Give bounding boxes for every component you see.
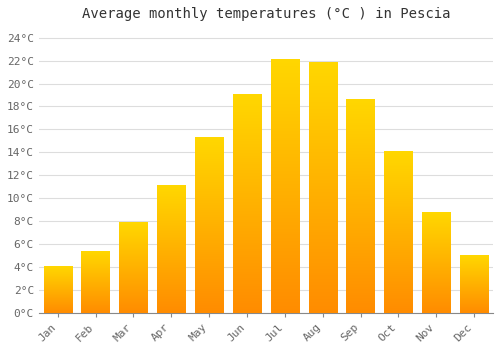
Title: Average monthly temperatures (°C ) in Pescia: Average monthly temperatures (°C ) in Pe… <box>82 7 450 21</box>
